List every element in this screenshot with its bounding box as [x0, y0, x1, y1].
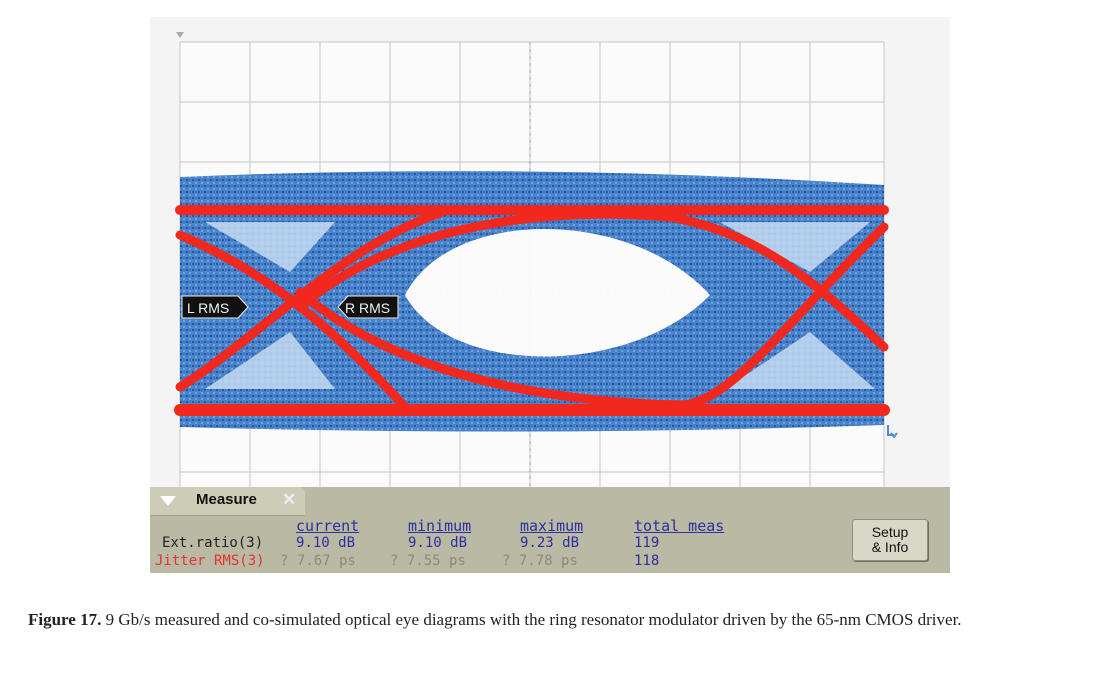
oscilloscope-display: L RMS R RMS — [174, 32, 898, 517]
close-icon[interactable]: ✕ — [282, 490, 297, 509]
value-minimum: 9.10 dB — [408, 535, 468, 551]
value-maximum: ? 7.78 ps — [502, 553, 578, 569]
top-trigger-icon — [176, 32, 184, 38]
row-label-jitter: Jitter RMS(3) — [155, 553, 265, 569]
value-current: 9.10 dB — [296, 535, 356, 551]
figure-caption: Figure 17. 9 Gb/s measured and co-simula… — [28, 607, 1078, 633]
value-total: 118 — [634, 553, 660, 569]
info-label: & Info — [871, 539, 909, 555]
svg-text:L RMS: L RMS — [187, 300, 229, 316]
caption-text: 9 Gb/s measured and co-simulated optical… — [101, 610, 962, 629]
l-rms-marker: L RMS — [181, 295, 249, 319]
setup-label: Setup — [871, 524, 909, 540]
svg-text:R RMS: R RMS — [345, 300, 390, 316]
collapse-icon[interactable] — [160, 496, 176, 506]
simulated-eye — [174, 205, 890, 416]
eye-diagram-figure: L RMS R RMS Measure ✕ current minimum ma… — [150, 17, 950, 573]
value-current: ? 7.67 ps — [280, 553, 356, 569]
row-label-ext-ratio: Ext.ratio(3) — [162, 535, 264, 551]
measure-title: Measure — [196, 491, 257, 508]
value-maximum: 9.23 dB — [520, 535, 580, 551]
r-rms-marker: R RMS — [337, 295, 399, 319]
setup-info-button[interactable]: Setup & Info — [852, 519, 928, 561]
right-trigger-icon — [887, 425, 898, 439]
value-minimum: ? 7.55 ps — [390, 553, 466, 569]
header-total: total meas — [634, 517, 725, 535]
figure-label: Figure 17. — [28, 610, 102, 629]
header-current: current — [296, 517, 360, 535]
header-minimum: minimum — [408, 517, 472, 535]
measure-tab[interactable]: Measure ✕ — [150, 487, 305, 516]
header-maximum: maximum — [520, 517, 584, 535]
value-total: 119 — [634, 535, 660, 551]
measured-eye — [180, 171, 884, 432]
